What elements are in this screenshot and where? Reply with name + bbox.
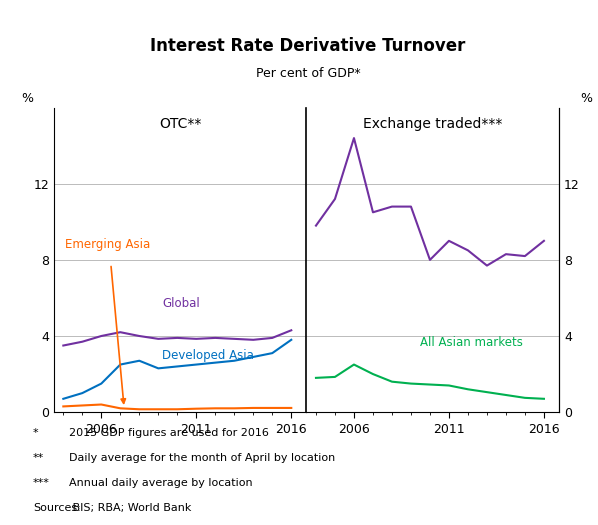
Text: All Asian markets: All Asian markets (420, 335, 523, 349)
Text: Sources:: Sources: (33, 503, 81, 513)
Text: Interest Rate Derivative Turnover: Interest Rate Derivative Turnover (150, 37, 466, 55)
Text: %: % (21, 91, 33, 104)
Text: Exchange traded***: Exchange traded*** (363, 117, 502, 131)
Text: Daily average for the month of April by location: Daily average for the month of April by … (69, 453, 335, 463)
Text: ***: *** (33, 478, 50, 488)
Text: Developed Asia: Developed Asia (162, 349, 254, 362)
Text: *: * (33, 428, 38, 438)
Text: Emerging Asia: Emerging Asia (65, 238, 151, 251)
Text: %: % (580, 91, 592, 104)
Text: Per cent of GDP*: Per cent of GDP* (256, 67, 360, 80)
Text: 2015 GDP figures are used for 2016: 2015 GDP figures are used for 2016 (69, 428, 269, 438)
Text: Global: Global (162, 298, 200, 310)
Text: **: ** (33, 453, 44, 463)
Text: BIS; RBA; World Bank: BIS; RBA; World Bank (69, 503, 191, 513)
Text: OTC**: OTC** (159, 117, 202, 131)
Text: Annual daily average by location: Annual daily average by location (69, 478, 252, 488)
